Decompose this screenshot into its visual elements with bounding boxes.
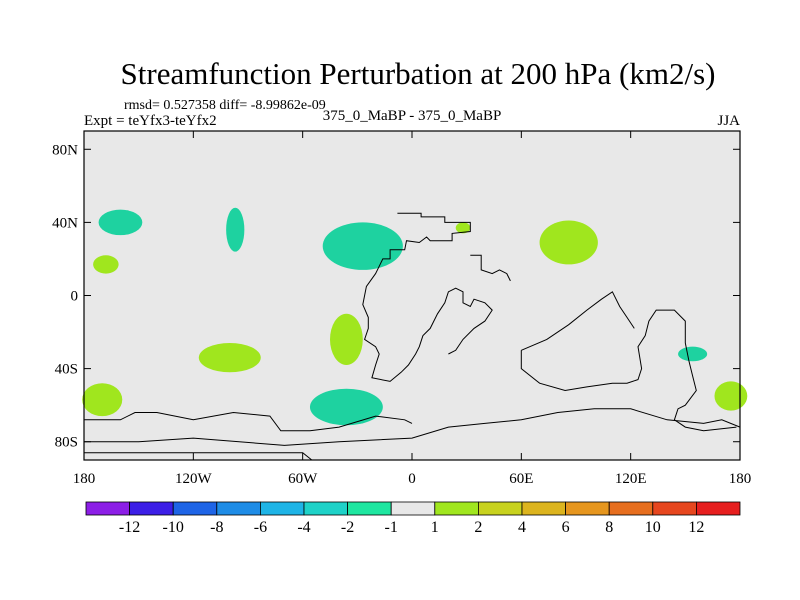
colorbar-label: -8 [210,519,223,536]
coastline-arabian-inlet [470,254,511,282]
x-axis: 180 120W 60W 0 60E 120E 180 [73,131,752,487]
colorbar-swatch [608,501,654,516]
x-tick-label: 120E [615,471,647,487]
pos-anomaly-south-pacific-35s [198,343,261,373]
colorbar-swatch [216,501,261,516]
colorbar-swatch [390,501,436,516]
colorbar-label: 12 [688,519,704,536]
neg-anomaly-nw-pacific-40n [98,209,143,236]
y-tick-label: 80S [55,435,78,451]
colorbar-swatch [347,501,392,516]
colorbar-label: -2 [341,519,354,536]
map-panel [82,130,748,461]
y-axis: 80N 40N 0 40S 80S [52,142,740,451]
colorbar-swatch [85,501,130,516]
colorbar-swatch [565,501,610,516]
coastline-ridge-se [521,291,635,351]
colorbar-swatch [303,501,348,516]
x-tick-label: 60E [509,471,533,487]
colorbar-label: 1 [431,519,439,536]
colorbar-label: -4 [297,519,310,536]
x-tick-label: 0 [408,471,416,487]
colorbar: -12 -10 -8 -6 -4 -2 -1 1 2 4 6 8 10 12 [85,501,741,536]
center-label: 375_0_MaBP - 375_0_MaBP [323,108,502,124]
y-tick-label: 0 [71,289,79,305]
coastline-northern-continent [362,212,493,382]
colorbar-swatch [259,501,305,516]
pos-anomaly-south-atlantic-20s [330,313,363,365]
colorbar-swatch [477,501,523,516]
neg-anomaly-north-atlantic-30n [322,222,403,270]
map-background [84,131,740,460]
experiment-label: Expt = teYfx3-teYfx2 [84,113,217,129]
y-tick-label: 40S [55,362,78,378]
stats-line: rmsd= 0.527358 diff= -8.99862e-09 [124,98,326,113]
colorbar-swatch [696,501,741,516]
y-tick-label: 40N [52,215,78,231]
coastline-lower-margin [84,452,313,461]
colorbar-label: 4 [518,519,526,536]
colorbar-label: -1 [385,519,398,536]
season-label: JJA [717,113,740,129]
x-tick-label: 60W [288,471,318,487]
colorbar-label: -6 [254,519,267,536]
x-tick-label: 180 [729,471,752,487]
colorbar-label: 6 [562,519,570,536]
coastline-southern-margin [84,411,413,432]
colorbar-label: -10 [163,519,184,536]
colorbar-swatch [434,501,479,516]
coastline-southern-continent [84,408,741,446]
colorbar-swatch [652,501,697,516]
neg-anomaly-southern-ocean-60s [309,388,383,426]
pos-anomaly-south-pacific-55s [82,383,123,417]
colorbar-label: -12 [119,519,140,536]
colorbar-label: 8 [605,519,613,536]
x-tick-label: 120W [175,471,213,487]
neg-anomaly-tasman-32s [678,346,708,362]
chart-title: Streamfunction Perturbation at 200 hPa (… [121,56,716,91]
coastline-ridge-east [520,309,737,432]
pos-anomaly-asia-30n [539,220,598,265]
colorbar-label: 2 [474,519,482,536]
colorbar-swatch [521,501,566,516]
x-tick-label: 180 [73,471,96,487]
y-tick-label: 80N [52,142,78,158]
pos-anomaly-mediterranean-38n [455,222,471,234]
neg-anomaly-north-america-40n [226,207,245,252]
pos-anomaly-far-east-55s [714,381,748,411]
pos-anomaly-east-pacific-18n [93,255,119,274]
colorbar-label: 10 [645,519,661,536]
colorbar-swatch [172,501,218,516]
colorbar-swatch [129,501,174,516]
